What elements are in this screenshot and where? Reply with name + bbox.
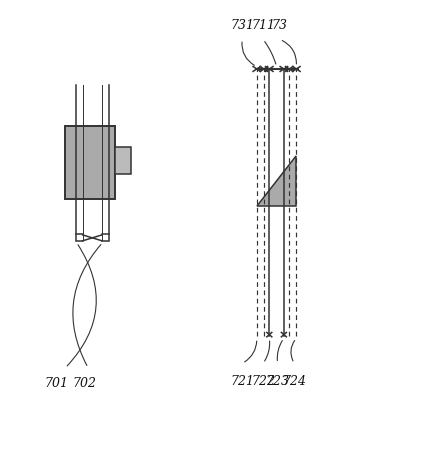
Text: 711: 711	[251, 19, 275, 32]
Text: 702: 702	[72, 377, 96, 390]
Bar	[65, 126, 115, 199]
Text: 723: 723	[265, 375, 289, 388]
Text: 731: 731	[230, 19, 254, 32]
Polygon shape	[257, 156, 296, 206]
Text: 724: 724	[282, 375, 306, 388]
Text: 73: 73	[272, 19, 288, 32]
Text: 721: 721	[230, 375, 254, 388]
Text: 701: 701	[45, 377, 69, 390]
Text: 722: 722	[251, 375, 275, 388]
Bar	[115, 146, 131, 174]
